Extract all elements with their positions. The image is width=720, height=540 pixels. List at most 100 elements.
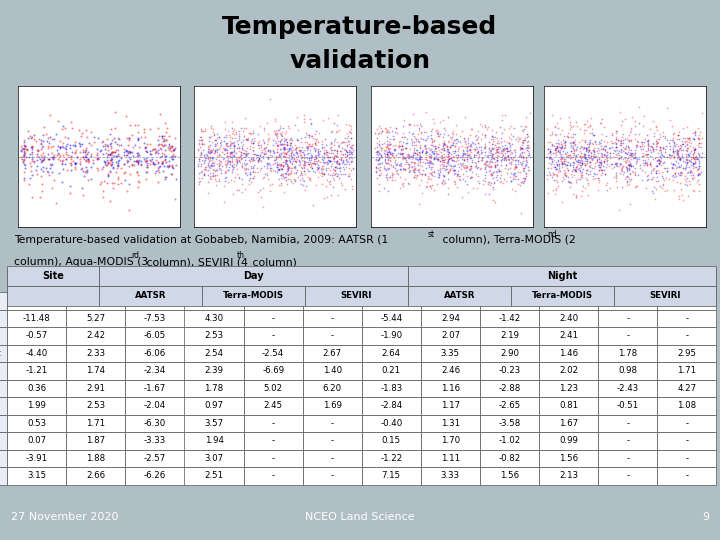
Point bbox=[441, 159, 453, 167]
Point bbox=[163, 163, 174, 171]
Point bbox=[67, 157, 78, 166]
Point bbox=[19, 147, 30, 156]
Point bbox=[202, 152, 214, 161]
Point bbox=[673, 192, 685, 200]
Point bbox=[294, 157, 305, 166]
Point bbox=[24, 159, 35, 167]
Point bbox=[284, 144, 295, 152]
Point bbox=[204, 147, 216, 156]
Point bbox=[589, 146, 600, 155]
Point bbox=[650, 177, 662, 185]
Point bbox=[585, 152, 597, 161]
Point bbox=[199, 140, 210, 149]
Point bbox=[310, 146, 321, 155]
Point bbox=[18, 138, 30, 146]
Point bbox=[166, 170, 177, 178]
Point bbox=[521, 140, 533, 149]
Point bbox=[194, 177, 206, 185]
Point bbox=[447, 166, 459, 175]
Point bbox=[276, 134, 288, 143]
Point bbox=[163, 162, 175, 171]
Point bbox=[106, 136, 117, 145]
Point bbox=[340, 156, 351, 164]
Point bbox=[321, 147, 333, 156]
Point bbox=[330, 170, 341, 179]
Point bbox=[452, 147, 464, 156]
Point bbox=[667, 143, 679, 152]
Point bbox=[598, 142, 610, 151]
Point bbox=[233, 156, 245, 165]
Point bbox=[619, 135, 631, 144]
Point bbox=[485, 163, 496, 171]
Point bbox=[315, 147, 326, 156]
Point bbox=[337, 137, 348, 146]
Point bbox=[228, 138, 239, 146]
Point bbox=[626, 149, 638, 158]
Point bbox=[598, 150, 610, 159]
Point bbox=[420, 164, 432, 173]
Point bbox=[464, 174, 476, 183]
Point bbox=[382, 155, 394, 164]
Point bbox=[422, 158, 433, 167]
Point bbox=[416, 147, 428, 156]
Point bbox=[220, 144, 232, 153]
Point bbox=[488, 144, 500, 153]
Point bbox=[426, 175, 437, 184]
Point bbox=[631, 137, 642, 146]
Point bbox=[320, 147, 331, 156]
Point bbox=[460, 164, 472, 173]
Point bbox=[618, 144, 629, 153]
Point bbox=[316, 180, 328, 188]
Point bbox=[408, 120, 420, 129]
Point bbox=[293, 161, 305, 170]
Point bbox=[102, 141, 114, 150]
Point bbox=[248, 168, 259, 177]
Point bbox=[390, 146, 401, 154]
Point bbox=[413, 148, 424, 157]
Point bbox=[91, 154, 103, 163]
Point bbox=[390, 123, 401, 132]
Point bbox=[285, 169, 297, 178]
Point bbox=[473, 143, 485, 152]
Point bbox=[510, 162, 522, 171]
Point bbox=[454, 138, 466, 147]
Point bbox=[107, 148, 119, 157]
Point bbox=[550, 146, 562, 154]
Point bbox=[671, 150, 683, 158]
Point bbox=[28, 158, 40, 166]
Point bbox=[454, 132, 465, 141]
Point bbox=[688, 159, 699, 167]
Point bbox=[695, 170, 706, 178]
Point bbox=[318, 115, 329, 124]
Point bbox=[676, 137, 688, 145]
Point bbox=[552, 171, 563, 180]
Point bbox=[157, 167, 168, 176]
Point bbox=[256, 146, 268, 154]
Point bbox=[672, 142, 683, 151]
Point bbox=[459, 156, 470, 165]
Point bbox=[414, 143, 426, 152]
Point bbox=[652, 138, 664, 146]
Point bbox=[588, 144, 600, 152]
Point bbox=[212, 174, 224, 183]
Point bbox=[376, 153, 387, 161]
Point bbox=[629, 168, 641, 177]
Point bbox=[683, 162, 695, 171]
Point bbox=[79, 152, 91, 160]
Point bbox=[54, 143, 66, 151]
Point bbox=[680, 155, 692, 164]
Point bbox=[443, 154, 454, 163]
Point bbox=[264, 147, 275, 156]
Point bbox=[381, 143, 392, 151]
Point bbox=[26, 143, 37, 151]
Point bbox=[42, 150, 53, 158]
Point bbox=[395, 136, 406, 145]
Point bbox=[393, 138, 405, 147]
Point bbox=[271, 133, 282, 142]
Point bbox=[87, 159, 99, 168]
Point bbox=[464, 140, 476, 149]
Point bbox=[501, 147, 513, 156]
Point bbox=[554, 150, 565, 159]
Point bbox=[233, 144, 245, 152]
Point bbox=[202, 147, 214, 156]
